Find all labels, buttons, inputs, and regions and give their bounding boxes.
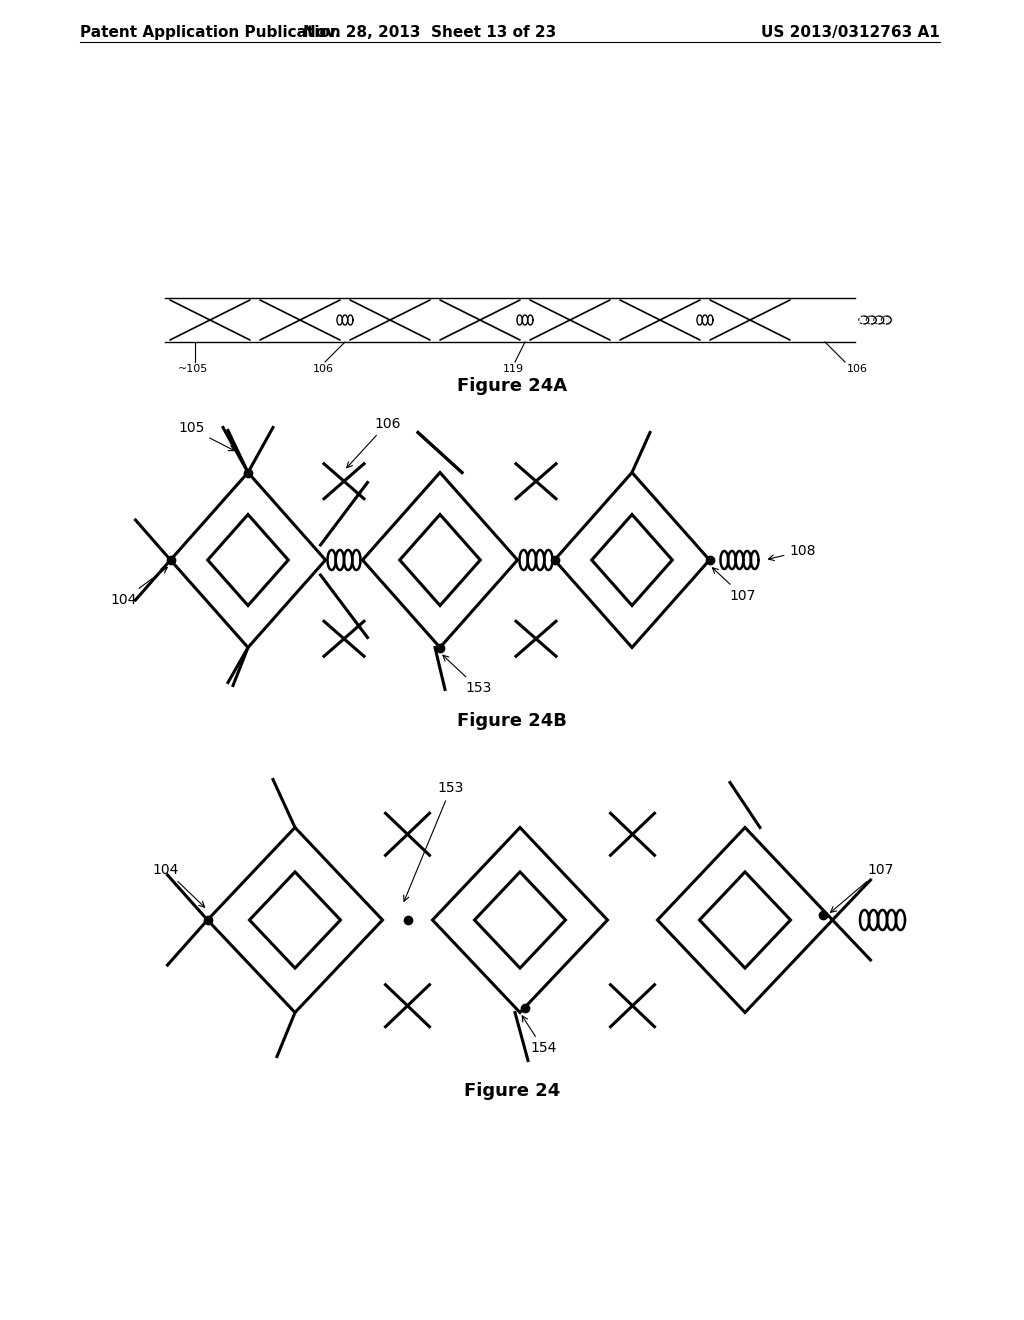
Text: 106: 106 xyxy=(847,364,868,374)
Polygon shape xyxy=(699,873,791,968)
Polygon shape xyxy=(399,515,480,606)
Text: ~105: ~105 xyxy=(178,364,208,374)
Polygon shape xyxy=(474,873,565,968)
Text: 105: 105 xyxy=(178,421,234,450)
Text: 104: 104 xyxy=(153,863,205,907)
Polygon shape xyxy=(362,473,517,648)
Text: 153: 153 xyxy=(403,781,464,902)
Text: Figure 24: Figure 24 xyxy=(464,1082,560,1101)
Text: 104: 104 xyxy=(111,568,167,607)
Polygon shape xyxy=(657,828,833,1012)
Text: Figure 24A: Figure 24A xyxy=(457,378,567,395)
Polygon shape xyxy=(250,873,341,968)
Polygon shape xyxy=(171,473,326,648)
Text: 107: 107 xyxy=(830,863,894,912)
Polygon shape xyxy=(432,828,607,1012)
Text: 119: 119 xyxy=(503,364,523,374)
Text: 106: 106 xyxy=(347,417,400,467)
Polygon shape xyxy=(208,828,383,1012)
Polygon shape xyxy=(592,515,673,606)
Text: 153: 153 xyxy=(443,655,492,696)
Text: 107: 107 xyxy=(713,568,756,603)
Text: 106: 106 xyxy=(312,364,334,374)
Text: US 2013/0312763 A1: US 2013/0312763 A1 xyxy=(761,25,940,40)
Text: Nov. 28, 2013  Sheet 13 of 23: Nov. 28, 2013 Sheet 13 of 23 xyxy=(303,25,557,40)
Polygon shape xyxy=(208,515,289,606)
Text: Patent Application Publication: Patent Application Publication xyxy=(80,25,341,40)
Text: 108: 108 xyxy=(768,544,816,561)
Polygon shape xyxy=(555,473,710,648)
Text: Figure 24B: Figure 24B xyxy=(457,713,567,730)
Text: 154: 154 xyxy=(522,1016,556,1056)
